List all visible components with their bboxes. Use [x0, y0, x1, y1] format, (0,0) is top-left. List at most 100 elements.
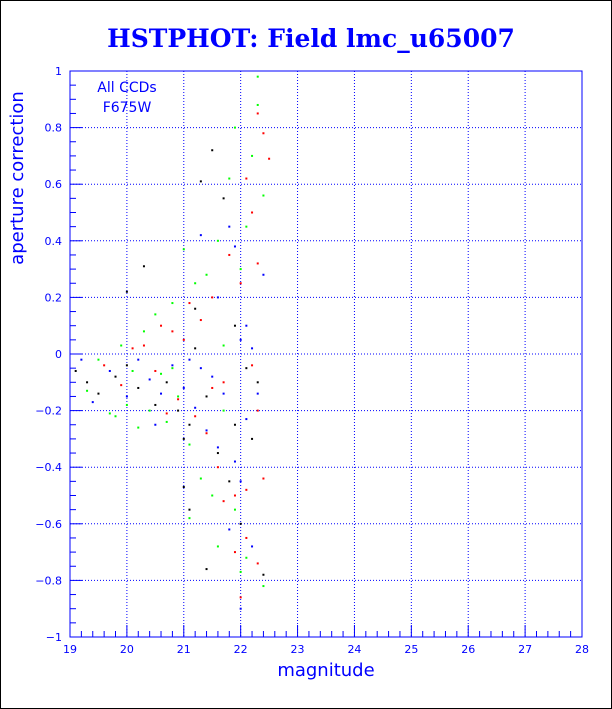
y-tick-label: 0.6 — [45, 178, 63, 191]
data-point — [182, 486, 185, 489]
data-point — [125, 395, 128, 398]
y-tick-label: 0.2 — [45, 291, 63, 304]
y-tick-label: 0.4 — [45, 235, 63, 248]
data-point — [211, 386, 214, 389]
data-point — [262, 477, 265, 480]
data-point — [154, 423, 157, 426]
data-point — [148, 409, 151, 412]
data-point — [245, 536, 248, 539]
tick-labels: 19 20 21 22 23 24 25 26 27 28 −1 −0.8 −0.6 −0.4 −0.2 0 0… — [35, 65, 589, 656]
data-point — [211, 149, 214, 152]
data-point — [97, 358, 100, 361]
data-point — [211, 296, 214, 299]
annotation-filter: F675W — [103, 100, 152, 116]
data-point — [216, 466, 219, 469]
data-point — [182, 386, 185, 389]
data-point — [205, 429, 208, 432]
y-tick-label: −0.8 — [35, 574, 62, 587]
data-point — [182, 338, 185, 341]
data-point — [256, 381, 259, 384]
x-tick-label: 25 — [404, 643, 418, 656]
data-point — [233, 126, 236, 129]
data-point — [125, 364, 128, 367]
data-point — [114, 415, 117, 418]
x-tick-label: 28 — [575, 643, 589, 656]
data-point — [256, 409, 259, 412]
data-point — [199, 477, 202, 480]
x-tick-label: 26 — [461, 643, 475, 656]
data-point — [142, 330, 145, 333]
data-point — [171, 302, 174, 305]
y-tick-label: −0.4 — [35, 461, 62, 474]
data-point — [233, 245, 236, 248]
x-tick-label: 19 — [63, 643, 77, 656]
data-point — [194, 415, 197, 418]
data-point — [211, 375, 214, 378]
data-point — [154, 313, 157, 316]
data-point — [216, 545, 219, 548]
data-point — [256, 262, 259, 265]
data-point — [205, 568, 208, 571]
axis-ticks — [69, 70, 583, 638]
y-tick-label: 0.8 — [45, 122, 63, 135]
data-point — [137, 426, 140, 429]
data-point — [188, 358, 191, 361]
data-point — [239, 522, 242, 525]
data-point — [245, 488, 248, 491]
data-point — [86, 389, 89, 392]
data-point — [262, 573, 265, 576]
grid — [70, 71, 582, 637]
data-point — [211, 494, 214, 497]
y-tick-label: −1 — [46, 631, 62, 644]
x-tick-label: 21 — [177, 643, 191, 656]
data-point — [216, 446, 219, 449]
data-point — [233, 324, 236, 327]
data-point — [256, 75, 259, 78]
data-point — [171, 330, 174, 333]
chart-title: HSTPHOT: Field lmc_u65007 — [107, 24, 515, 53]
data-point — [205, 395, 208, 398]
data-point — [182, 248, 185, 251]
x-tick-label: 24 — [347, 643, 361, 656]
x-tick-label: 22 — [234, 643, 248, 656]
x-tick-label: 23 — [291, 643, 305, 656]
data-point — [108, 369, 111, 372]
data-point — [222, 409, 225, 412]
data-point — [188, 508, 191, 511]
data-point — [245, 367, 248, 370]
data-point — [154, 369, 157, 372]
data-point — [262, 273, 265, 276]
data-point — [108, 412, 111, 415]
data-point — [160, 324, 163, 327]
data-point — [177, 395, 180, 398]
data-point — [165, 381, 168, 384]
data-point — [222, 392, 225, 395]
data-point — [137, 358, 140, 361]
data-point — [205, 273, 208, 276]
data-point — [222, 197, 225, 200]
data-point — [251, 211, 254, 214]
data-point — [239, 480, 242, 483]
data-point — [194, 347, 197, 350]
data-point — [256, 103, 259, 106]
x-tick-label: 20 — [120, 643, 134, 656]
data-point — [125, 290, 128, 293]
data-point — [245, 177, 248, 180]
data-point — [177, 398, 180, 401]
data-point — [137, 386, 140, 389]
data-point — [74, 369, 77, 372]
data-point — [114, 375, 117, 378]
data-point — [154, 403, 157, 406]
data-point — [199, 234, 202, 237]
data-point — [251, 437, 254, 440]
data-point — [120, 384, 123, 387]
data-point — [160, 372, 163, 375]
data-point — [222, 381, 225, 384]
data-point — [125, 403, 128, 406]
x-tick-label: 27 — [518, 643, 532, 656]
data-point — [251, 347, 254, 350]
data-point — [199, 367, 202, 370]
data-point — [262, 132, 265, 135]
data-point — [142, 344, 145, 347]
